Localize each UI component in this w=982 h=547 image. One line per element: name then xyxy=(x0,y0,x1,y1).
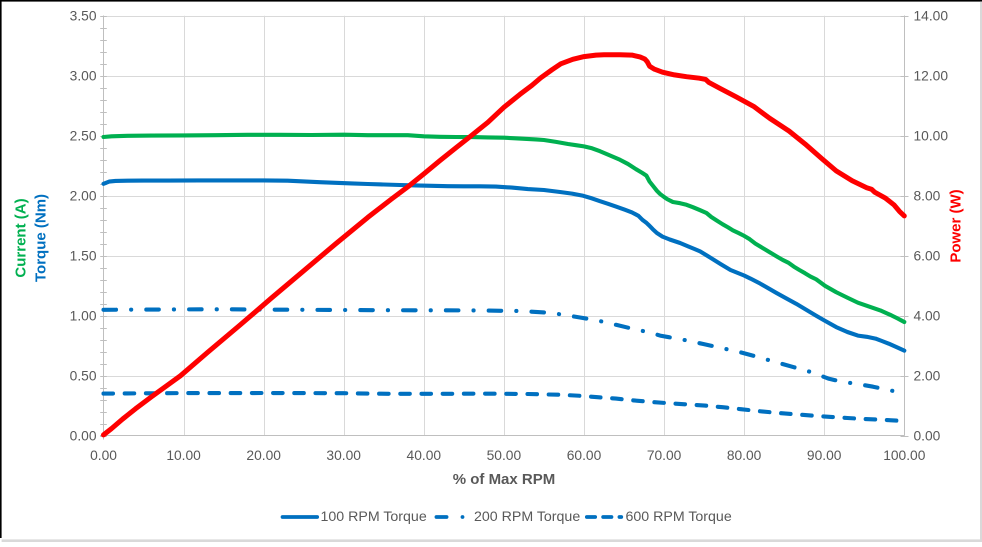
svg-text:100 RPM Torque: 100 RPM Torque xyxy=(321,509,427,525)
svg-text:2.00: 2.00 xyxy=(914,369,941,384)
svg-text:1.50: 1.50 xyxy=(70,249,97,264)
svg-text:80.00: 80.00 xyxy=(727,448,762,463)
svg-text:0.50: 0.50 xyxy=(70,369,97,384)
svg-text:12.00: 12.00 xyxy=(914,69,949,84)
svg-text:3.00: 3.00 xyxy=(70,69,97,84)
svg-text:50.00: 50.00 xyxy=(487,448,522,463)
svg-text:2.50: 2.50 xyxy=(70,129,97,144)
svg-text:0.00: 0.00 xyxy=(90,448,117,463)
svg-text:100.00: 100.00 xyxy=(883,448,926,463)
svg-text:10.00: 10.00 xyxy=(166,448,201,463)
svg-text:Current (A): Current (A) xyxy=(13,198,30,277)
svg-text:0.00: 0.00 xyxy=(914,429,941,444)
svg-text:10.00: 10.00 xyxy=(914,129,949,144)
svg-text:30.00: 30.00 xyxy=(326,448,361,463)
svg-text:1.00: 1.00 xyxy=(70,309,97,324)
svg-text:% of Max RPM: % of Max RPM xyxy=(453,471,556,488)
svg-text:14.00: 14.00 xyxy=(914,9,949,24)
svg-text:40.00: 40.00 xyxy=(407,448,442,463)
svg-text:0.00: 0.00 xyxy=(70,429,97,444)
svg-text:8.00: 8.00 xyxy=(914,189,941,204)
svg-text:6.00: 6.00 xyxy=(914,249,941,264)
svg-text:20.00: 20.00 xyxy=(246,448,281,463)
svg-text:70.00: 70.00 xyxy=(647,448,682,463)
svg-text:600 RPM Torque: 600 RPM Torque xyxy=(626,509,732,525)
svg-text:Torque (Nm): Torque (Nm) xyxy=(32,194,49,282)
svg-text:2.00: 2.00 xyxy=(70,189,97,204)
svg-text:90.00: 90.00 xyxy=(807,448,842,463)
svg-text:200 RPM Torque: 200 RPM Torque xyxy=(474,509,580,525)
svg-text:Power (W): Power (W) xyxy=(948,189,965,262)
svg-text:4.00: 4.00 xyxy=(914,309,941,324)
svg-text:60.00: 60.00 xyxy=(567,448,602,463)
svg-text:3.50: 3.50 xyxy=(70,9,97,24)
